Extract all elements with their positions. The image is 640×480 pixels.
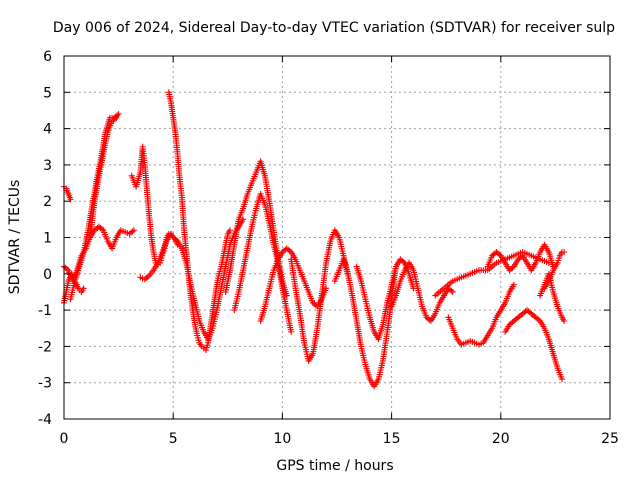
- data-point: [67, 196, 74, 203]
- data-points: [61, 89, 568, 390]
- x-tick-label: 0: [60, 431, 69, 447]
- x-tick-label: 5: [169, 431, 178, 447]
- data-point: [80, 285, 87, 292]
- x-axis-label: GPS time / hours: [276, 458, 393, 474]
- data-point: [130, 227, 137, 234]
- y-tick-label: 3: [43, 158, 52, 174]
- x-tick-label: 20: [492, 431, 510, 447]
- y-tick-label: 1: [43, 231, 52, 247]
- y-tick-label: 5: [43, 85, 52, 101]
- y-tick-label: -4: [38, 412, 52, 428]
- data-point: [288, 328, 295, 335]
- y-tick-label: 6: [43, 49, 52, 65]
- data-point: [510, 281, 517, 288]
- y-tick-label: 4: [43, 122, 52, 138]
- x-tick-label: 15: [383, 431, 401, 447]
- axis-ticks: [63, 55, 611, 420]
- x-tick-label: 25: [601, 431, 619, 447]
- axis-tick-labels: -4 -3 -2 -1 0 1 2 3 4 5 6 0 5 10 15 20 25: [38, 49, 619, 447]
- data-point: [113, 114, 120, 121]
- y-tick-label: -2: [38, 339, 52, 355]
- y-tick-label: -3: [38, 376, 52, 392]
- data-point: [115, 111, 122, 118]
- data-point: [561, 249, 568, 256]
- x-tick-label: 10: [273, 431, 291, 447]
- chart-title: Day 006 of 2024, Sidereal Day-to-day VTE…: [53, 20, 615, 36]
- data-point: [561, 317, 568, 324]
- y-tick-label: 2: [43, 194, 52, 210]
- y-axis-label: SDTVAR / TECUs: [7, 180, 23, 295]
- data-point: [323, 285, 330, 292]
- data-point: [558, 376, 565, 383]
- y-tick-label: -1: [38, 303, 52, 319]
- data-point: [168, 230, 175, 237]
- y-tick-label: 0: [43, 267, 52, 283]
- data-point: [226, 227, 233, 234]
- data-point: [449, 288, 456, 295]
